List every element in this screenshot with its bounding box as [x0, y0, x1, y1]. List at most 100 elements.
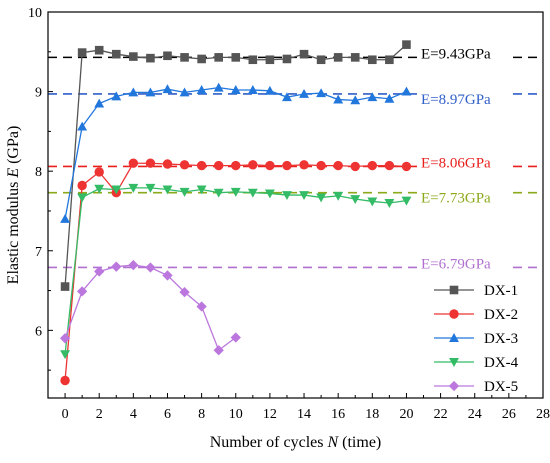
- point-dx-3: [367, 92, 378, 102]
- point-dx-3: [128, 87, 139, 97]
- point-dx-3: [384, 93, 395, 103]
- legend-label-dx-5: DX-5: [484, 379, 518, 395]
- x-tick-label: 28: [536, 407, 550, 422]
- x-tick-label: 26: [502, 407, 516, 422]
- legend-marker-dx-4: [449, 358, 459, 367]
- point-dx-2: [333, 160, 343, 171]
- point-dx-4: [264, 189, 275, 199]
- legend-marker-dx-3: [449, 333, 459, 342]
- point-dx-4: [316, 193, 327, 203]
- legend-label-dx-3: DX-3: [484, 331, 518, 347]
- mean-label-bg: [419, 188, 511, 205]
- point-dx-4: [384, 199, 395, 208]
- mean-label-dx-3: E=8.97GPa: [421, 92, 491, 108]
- mean-label-bg: [419, 44, 511, 61]
- point-dx-2: [231, 160, 241, 171]
- point-dx-2: [77, 180, 87, 191]
- point-dx-3: [196, 85, 207, 94]
- mean-label-bg: [419, 153, 511, 170]
- point-dx-1: [350, 53, 360, 62]
- point-dx-5: [128, 259, 139, 271]
- data-markers: [59, 40, 412, 386]
- point-dx-2: [265, 160, 275, 171]
- point-dx-5: [76, 286, 88, 297]
- point-dx-3: [282, 92, 292, 102]
- point-dx-4: [111, 185, 122, 195]
- y-axis-title: Elastic modulus E (GPa): [5, 126, 22, 285]
- x-axis-ticks: 0 2 4 6 8 10 12 14 16 18 20 22 24 26 28: [47, 393, 550, 422]
- point-dx-4: [401, 196, 412, 206]
- point-dx-2: [179, 160, 190, 170]
- y-tick-label: 8: [35, 165, 42, 180]
- point-dx-4: [145, 183, 156, 193]
- x-tick-label: 24: [468, 407, 482, 422]
- point-dx-4: [247, 188, 258, 198]
- point-dx-3: [333, 94, 344, 104]
- point-dx-1: [146, 53, 155, 63]
- point-dx-5: [213, 345, 224, 356]
- point-dx-3: [77, 121, 88, 131]
- point-dx-5: [111, 261, 122, 272]
- point-dx-3: [350, 95, 361, 105]
- x-tick-label: 16: [331, 407, 345, 422]
- point-dx-5: [94, 266, 105, 277]
- point-dx-1: [180, 53, 189, 62]
- point-dx-1: [163, 51, 172, 61]
- point-dx-4: [299, 191, 309, 200]
- point-dx-4: [60, 350, 71, 360]
- point-dx-5: [59, 333, 71, 344]
- point-dx-1: [333, 53, 343, 62]
- point-dx-2: [128, 158, 139, 168]
- y-tick-label: 6: [35, 324, 42, 339]
- point-dx-3: [401, 86, 412, 96]
- x-tick-label: 22: [434, 407, 448, 422]
- mean-label-dx-5: E=6.79GPa: [421, 256, 491, 272]
- legend-label-dx-4: DX-4: [484, 355, 519, 371]
- series-line-dx-5: [64, 264, 237, 352]
- point-dx-3: [162, 84, 173, 94]
- x-tick-label: 20: [399, 407, 413, 422]
- point-dx-1: [265, 55, 275, 65]
- point-dx-2: [196, 160, 207, 171]
- x-tick-label: 14: [297, 407, 311, 422]
- y-tick-label: 10: [28, 6, 42, 21]
- point-dx-4: [162, 185, 173, 195]
- point-dx-4: [94, 184, 105, 194]
- point-dx-4: [367, 197, 378, 207]
- point-dx-4: [179, 187, 190, 197]
- point-dx-4: [350, 195, 361, 204]
- legend-label-dx-2: DX-2: [484, 307, 518, 323]
- point-dx-2: [350, 161, 360, 172]
- point-dx-1: [248, 55, 258, 65]
- point-dx-2: [299, 160, 309, 170]
- point-dx-3: [60, 213, 71, 223]
- mean-line-labels: E=9.43GPa E=8.06GPa E=8.97GPa E=7.73GPa E=6.…: [419, 44, 511, 272]
- point-dx-2: [248, 160, 258, 170]
- legend-marker-dx-2: [449, 309, 459, 319]
- point-dx-3: [213, 82, 224, 92]
- point-dx-2: [162, 159, 173, 169]
- point-dx-1: [94, 45, 104, 55]
- point-dx-1: [282, 54, 292, 64]
- point-dx-5: [179, 286, 190, 298]
- point-dx-2: [282, 160, 292, 171]
- point-dx-5: [196, 301, 207, 312]
- mean-label-dx-4: E=7.73GPa: [421, 191, 491, 207]
- point-dx-1: [60, 282, 70, 291]
- point-dx-3: [111, 91, 122, 101]
- y-tick-label: 9: [35, 86, 42, 101]
- point-dx-4: [282, 191, 292, 200]
- legend-label-dx-1: DX-1: [484, 283, 518, 299]
- point-dx-2: [145, 158, 156, 168]
- point-dx-4: [128, 183, 139, 193]
- point-dx-1: [129, 52, 138, 61]
- point-dx-3: [247, 85, 258, 94]
- point-dx-1: [77, 48, 87, 57]
- x-tick-label: 12: [263, 407, 277, 422]
- legend-marker-dx-5: [448, 380, 460, 392]
- point-dx-1: [316, 55, 326, 65]
- point-dx-1: [368, 55, 377, 65]
- mean-label-dx-1: E=9.43GPa: [421, 46, 491, 62]
- point-dx-4: [77, 193, 88, 203]
